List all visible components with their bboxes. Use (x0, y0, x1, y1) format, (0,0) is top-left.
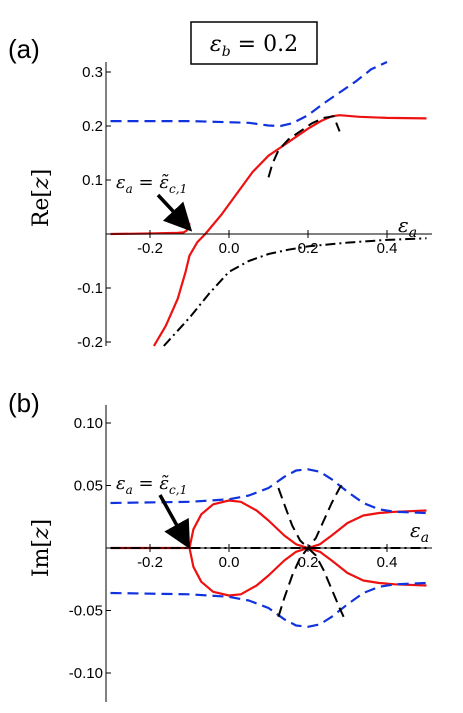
series-red-solid-0 (110, 499, 427, 550)
y-tick-label: -0.10 (69, 665, 103, 682)
panel-b: (b) -0.2 0.0 0.2 0.4 -0.10 -0.05 0.05 0.10 εa I… (8, 388, 432, 702)
y-tick-label: 0.3 (82, 64, 103, 81)
x-tick-label: 0.0 (219, 554, 240, 571)
x-tick-label: -0.2 (137, 554, 163, 571)
x-tick-label: 0.2 (298, 554, 319, 571)
y-tick-label: -0.05 (69, 603, 103, 620)
series-blue-dashed-2 (110, 61, 388, 128)
panel-a-x-label: εa (398, 213, 417, 241)
panel-a-series (110, 61, 427, 347)
series-red-solid-1 (188, 546, 427, 597)
panel-b-ticks: -0.2 0.0 0.2 0.4 -0.10 -0.05 0.05 0.10 (69, 415, 398, 682)
y-tick-label: 0.1 (82, 172, 103, 189)
panel-a-label: (a) (8, 34, 40, 64)
y-tick-label: 0.05 (74, 478, 103, 495)
x-tick-label: 0.0 (219, 240, 240, 257)
panel-a-y-label: Re[z] (29, 169, 54, 227)
x-tick-label: 0.4 (377, 240, 398, 257)
y-tick-label: 0.2 (82, 118, 103, 135)
panel-a-annotation: εa = ε̃c,1 (116, 172, 187, 196)
y-tick-label: -0.2 (77, 334, 103, 351)
panel-b-annotation: εa = ε̃c,1 (116, 473, 187, 497)
panel-b-arrow (158, 494, 191, 550)
series-black-dashed-3 (267, 115, 341, 178)
panel-a: (a) -0.2 0.0 0.2 0.4 -0.2 -0.1 0.1 0.2 0.3 εa Re… (8, 34, 432, 351)
series-blue-dashed-2 (110, 468, 427, 515)
x-tick-label: 0.2 (298, 240, 319, 257)
series-black-dashed-4 (277, 487, 345, 618)
y-tick-label: 0.10 (74, 415, 103, 432)
panel-a-ticks: -0.2 0.0 0.2 0.4 -0.2 -0.1 0.1 0.2 0.3 (77, 64, 397, 351)
parameter-label: εb = 0.2 (210, 32, 298, 60)
panel-b-y-label: Im[z] (29, 519, 54, 577)
series-black-dash-dot-4 (163, 237, 427, 347)
parameter-box: εb = 0.2 (190, 21, 318, 65)
series-red-solid-1 (152, 114, 427, 347)
series-blue-dashed-3 (110, 581, 427, 628)
x-tick-label: 0.4 (377, 554, 398, 571)
y-tick-label: -0.1 (77, 280, 103, 297)
x-tick-label: -0.2 (137, 240, 163, 257)
panel-a-arrow (156, 193, 193, 232)
panel-b-label: (b) (8, 388, 40, 418)
panel-b-x-label: εa (410, 518, 429, 546)
